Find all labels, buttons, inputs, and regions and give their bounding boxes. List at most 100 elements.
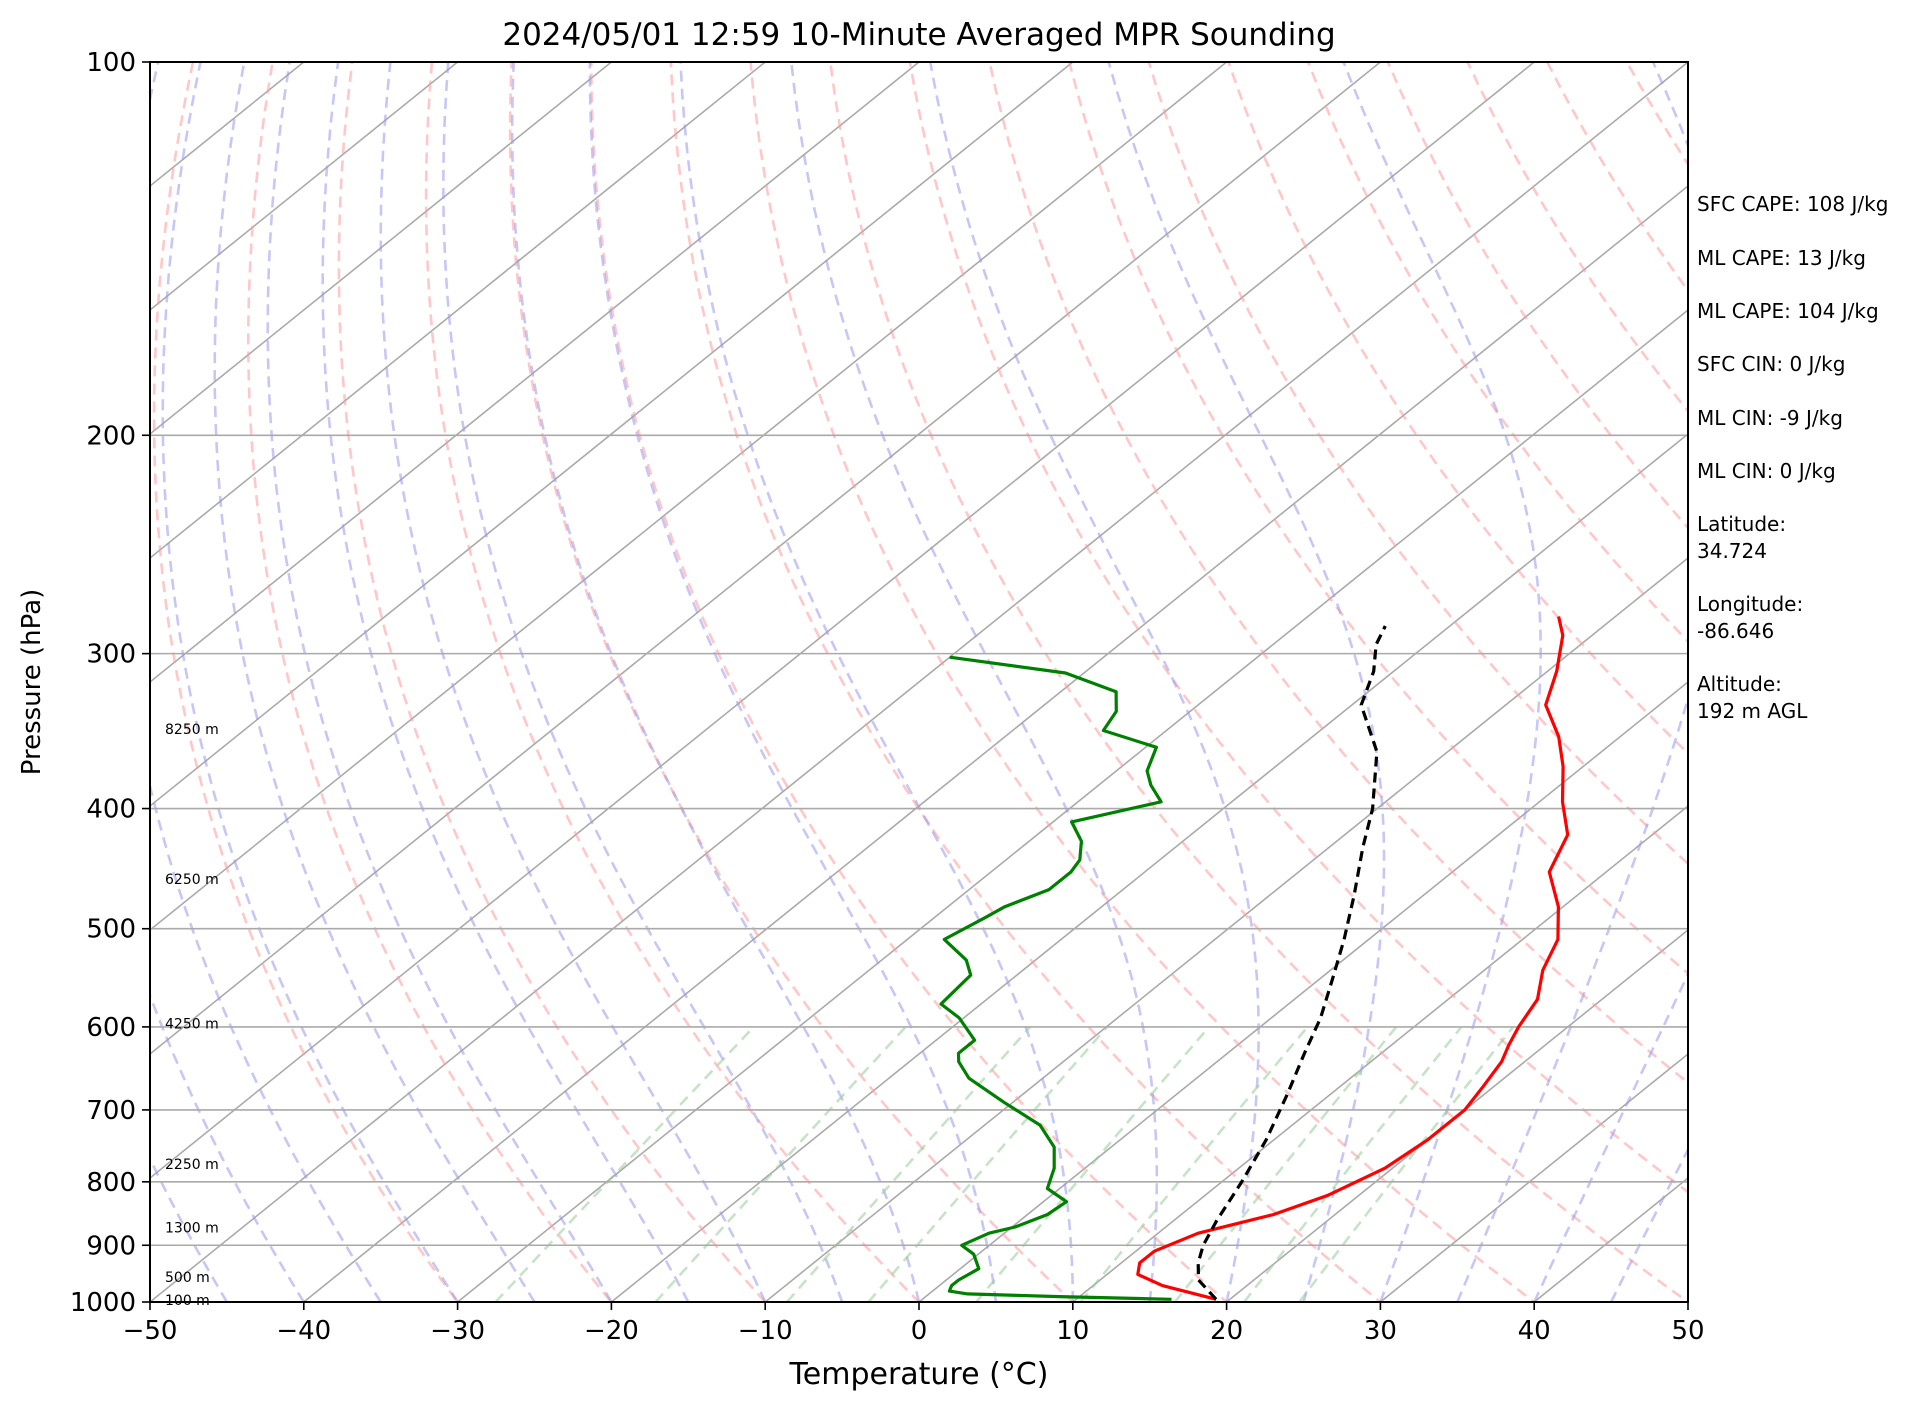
sounding-series (939, 616, 1570, 1301)
dry-adiabat-line (749, 62, 1537, 1302)
altitude-value: 192 m AGL (1697, 699, 1808, 723)
dry-adiabat-line (247, 62, 614, 1302)
y-tick-label: 900 (86, 1231, 136, 1261)
isotherm-line (1071, 804, 1688, 1302)
moist-adiabat-line (266, 62, 613, 1302)
x-tick-label: −20 (584, 1316, 639, 1346)
dry-adiabat-line (669, 62, 1383, 1302)
altitude-label: Altitude: (1697, 672, 1782, 696)
x-tick-label: 40 (1518, 1316, 1551, 1346)
ml-cape-label-2: ML CAPE: 104 J/kg (1697, 299, 1879, 323)
moist-adiabat-line (790, 62, 1159, 1302)
y-axis-label: Pressure (hPa) (17, 589, 47, 776)
isotherm-line (302, 184, 1688, 1302)
height-label: 500 m (165, 1270, 210, 1286)
y-axis-ticks: 1000 900 800 700 600 500 400 300 200 100 (70, 48, 150, 1318)
isotherm-line (150, 62, 1688, 1302)
ml-cin-label-2: ML CIN: 0 J/kg (1697, 459, 1836, 483)
y-tick-label: 800 (86, 1168, 136, 1198)
moist-adiabat-line (321, 62, 690, 1302)
moist-adiabat-line (928, 62, 1260, 1302)
isotherm-line (1379, 1052, 1688, 1302)
moist-adiabat-line (150, 62, 382, 1302)
height-labels: 8250 m 6250 m 4250 m 2250 m 1300 m 500 m 100 m (165, 722, 219, 1309)
moist-adiabat-line (379, 62, 767, 1302)
x-tick-label: 30 (1364, 1316, 1397, 1346)
moist-adiabat-line (150, 1155, 229, 1302)
height-label: 2250 m (165, 1157, 219, 1173)
ml-cin-label: ML CIN: -9 J/kg (1697, 406, 1843, 430)
mixing-ratio-line (654, 1026, 907, 1302)
y-tick-label: 1000 (70, 1288, 136, 1318)
isotherm-line (150, 62, 613, 436)
moist-adiabat-line (588, 62, 998, 1302)
y-tick-label: 500 (86, 915, 136, 945)
sfc-cin-label: SFC CIN: 0 J/kg (1697, 352, 1845, 376)
pressure-gridlines (150, 62, 1688, 1302)
isotherm-line (150, 62, 1075, 808)
dewpoint-profile-line (939, 655, 1172, 1301)
dry-adiabat-line (337, 62, 767, 1302)
latitude-value: 34.724 (1697, 539, 1767, 563)
isotherm-line (456, 308, 1688, 1302)
longitude-label: Longitude: (1697, 592, 1803, 616)
dry-adiabat-line (508, 62, 1075, 1302)
mixing-ratio-line (786, 1026, 1032, 1302)
x-tick-label: −50 (123, 1316, 178, 1346)
latitude-label: Latitude: (1697, 512, 1786, 536)
x-tick-label: 10 (1056, 1316, 1089, 1346)
moist-adiabat-lines (150, 62, 1688, 1302)
x-tick-label: 20 (1210, 1316, 1243, 1346)
moist-adiabat-line (510, 62, 921, 1302)
x-tick-label: 50 (1671, 1316, 1704, 1346)
moist-adiabat-line (442, 62, 844, 1302)
height-label: 4250 m (165, 1016, 219, 1032)
sfc-cape-label: SFC CAPE: 108 J/kg (1697, 192, 1888, 216)
dry-adiabat-line (1306, 62, 1688, 644)
moist-adiabat-line (679, 62, 1075, 1302)
dry-adiabat-line (152, 62, 460, 1302)
height-label: 8250 m (165, 722, 219, 738)
height-label: 6250 m (165, 872, 219, 888)
x-axis-label: Temperature (°C) (789, 1357, 1049, 1392)
isotherm-line (763, 556, 1688, 1302)
dry-adiabat-line (424, 62, 921, 1302)
x-tick-label: −10 (738, 1316, 793, 1346)
parcel-profile-line (1196, 625, 1387, 1301)
y-tick-label: 400 (86, 795, 136, 825)
y-tick-label: 600 (86, 1013, 136, 1043)
moist-adiabat-line (1456, 62, 1688, 1302)
y-tick-label: 700 (86, 1096, 136, 1126)
height-label: 100 m (165, 1293, 210, 1309)
y-tick-label: 300 (86, 640, 136, 670)
indices-panel: SFC CAPE: 108 J/kg ML CAPE: 13 J/kg ML C… (1697, 192, 1888, 723)
moist-adiabat-line (213, 62, 536, 1302)
isotherm-line (150, 62, 1382, 1056)
isotherm-line (150, 62, 1228, 932)
y-tick-label: 200 (86, 421, 136, 451)
height-label: 1300 m (165, 1221, 219, 1237)
dry-adiabat-lines (152, 62, 1688, 1302)
ml-cape-label: ML CAPE: 13 J/kg (1697, 246, 1866, 270)
dry-adiabat-line (1067, 62, 1688, 976)
longitude-value: -86.646 (1697, 619, 1774, 643)
isotherm-line (610, 432, 1688, 1302)
isotherm-line (150, 62, 767, 560)
mixing-ratio-line (867, 1026, 1109, 1302)
x-axis-ticks: −50 −40 −30 −20 −10 0 10 20 30 40 50 (123, 1302, 1705, 1346)
dry-adiabat-line (828, 62, 1688, 1302)
dry-adiabat-line (908, 62, 1688, 1194)
dry-adiabat-line (988, 62, 1688, 1085)
moist-adiabat-line (1533, 971, 1688, 1302)
isotherm-line (150, 62, 459, 312)
x-tick-label: −40 (276, 1316, 331, 1346)
moist-adiabat-line (1107, 62, 1386, 1302)
moist-adiabat-line (161, 62, 459, 1302)
dry-adiabat-line (589, 62, 1229, 1302)
moist-adiabat-line (1342, 62, 1543, 1302)
moist-adiabat-line (1609, 1146, 1688, 1302)
x-tick-label: 0 (911, 1316, 928, 1346)
x-tick-label: −30 (430, 1316, 485, 1346)
